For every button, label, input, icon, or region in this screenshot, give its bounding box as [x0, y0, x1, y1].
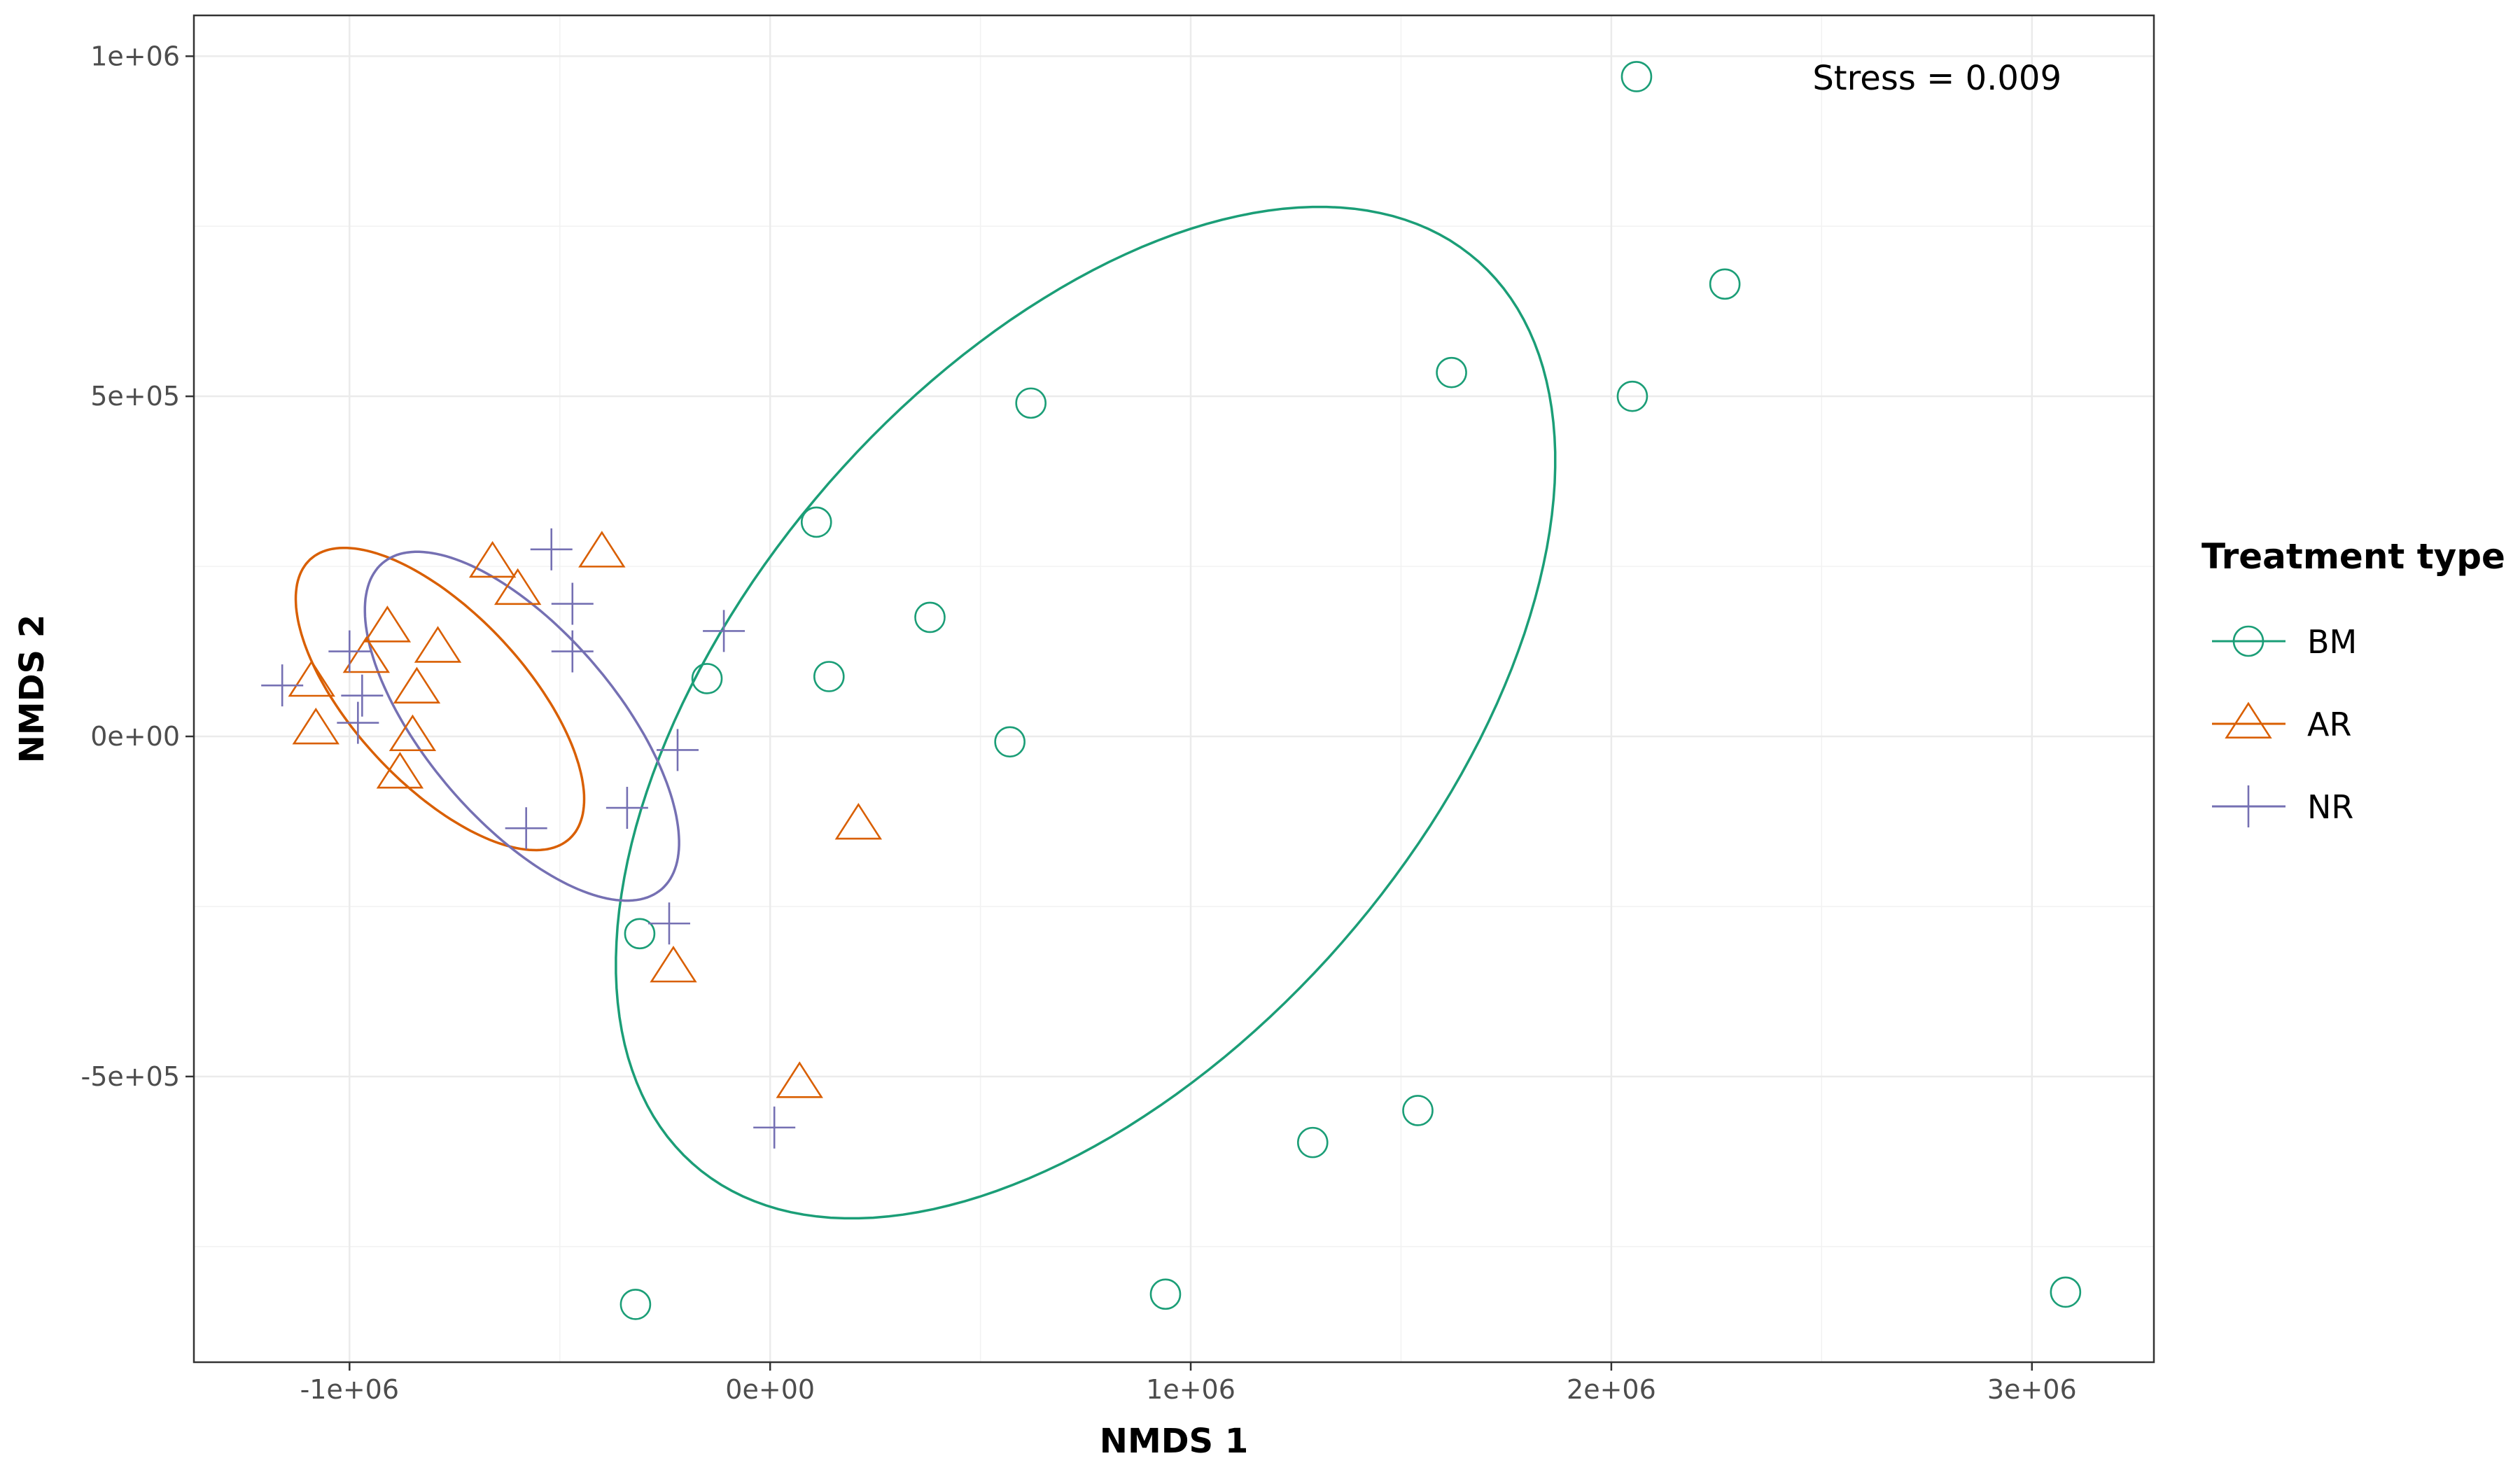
- point-nr: [341, 674, 384, 717]
- point-bm: [624, 918, 656, 950]
- x-tick-label: 0e+00: [725, 1374, 815, 1405]
- point-bm: [800, 506, 832, 538]
- legend-label: AR: [2307, 706, 2351, 743]
- confidence-ellipses: [294, 205, 1557, 1220]
- point-nr: [551, 582, 594, 625]
- y-axis-title: NMDS 2: [13, 615, 52, 763]
- plot-border: [192, 14, 2155, 1364]
- series-ar: [288, 531, 883, 1098]
- point-bm: [1149, 1278, 1182, 1310]
- point-nr: [648, 902, 690, 945]
- point-nr: [530, 528, 573, 570]
- series-nr: [261, 528, 796, 1149]
- point-ar: [578, 531, 626, 568]
- point-ar: [468, 540, 517, 578]
- point-ar: [776, 1061, 823, 1098]
- grid-major: [194, 15, 2154, 1362]
- legend: Treatment type BM AR NR: [2202, 536, 2505, 827]
- legend-title: Treatment type: [2202, 536, 2505, 577]
- data-points: [261, 61, 2082, 1320]
- legend-key-ar: [2225, 701, 2272, 739]
- point-bm: [2050, 1276, 2082, 1308]
- x-tick-label: 3e+06: [1987, 1374, 2077, 1405]
- series-bm: [620, 61, 2082, 1320]
- point-ar: [363, 606, 412, 643]
- legend-item-bm: BM: [2212, 623, 2357, 661]
- point-bm: [1620, 61, 1653, 92]
- point-bm: [914, 601, 946, 634]
- point-ar: [376, 752, 424, 789]
- legend-key-nr: [2227, 785, 2269, 827]
- y-tick-label: 1e+06: [90, 41, 180, 71]
- point-ar: [393, 666, 441, 704]
- point-bm: [691, 663, 723, 694]
- legend-item-nr: NR: [2212, 785, 2353, 827]
- ellipse-bm: [615, 205, 1557, 1220]
- legend-key-bm: [2232, 625, 2264, 657]
- point-nr: [753, 1106, 796, 1149]
- grid-minor: [194, 15, 2154, 1362]
- point-bm: [1709, 268, 1741, 300]
- stress-annotation: Stress = 0.009: [1812, 59, 2062, 98]
- point-ar: [650, 946, 697, 983]
- point-ar: [292, 707, 340, 745]
- y-tick-label: 0e+00: [90, 721, 180, 752]
- point-bm: [1015, 387, 1047, 419]
- point-nr: [261, 664, 304, 707]
- ellipse-nr: [363, 550, 680, 902]
- point-bm: [1436, 356, 1467, 388]
- x-axis: -1e+06 0e+00 1e+06 2e+06 3e+06: [300, 1362, 2077, 1405]
- point-ar: [834, 802, 883, 840]
- point-nr: [337, 701, 379, 744]
- y-axis: -5e+05 0e+00 5e+05 1e+06: [81, 41, 194, 1092]
- legend-label: NR: [2307, 788, 2353, 826]
- legend-label: BM: [2307, 623, 2357, 661]
- y-tick-label: 5e+05: [90, 381, 180, 412]
- legend-items: BM AR NR: [2212, 623, 2357, 827]
- point-ar: [388, 714, 437, 752]
- y-tick-label: -5e+05: [81, 1061, 180, 1092]
- point-nr: [703, 610, 746, 652]
- point-bm: [620, 1289, 652, 1320]
- point-bm: [813, 661, 845, 692]
- x-tick-label: 1e+06: [1146, 1374, 1236, 1405]
- point-nr: [328, 630, 371, 673]
- point-ar: [288, 659, 335, 697]
- legend-item-ar: AR: [2212, 701, 2351, 743]
- point-nr: [551, 630, 594, 673]
- point-ar: [493, 568, 542, 606]
- point-nr: [606, 787, 648, 830]
- ellipse-ar: [294, 546, 586, 852]
- x-tick-label: 2e+06: [1567, 1374, 1656, 1405]
- point-bm: [1296, 1126, 1329, 1158]
- point-ar: [342, 636, 391, 673]
- point-nr: [505, 807, 547, 850]
- x-axis-title: NMDS 1: [1100, 1422, 1248, 1461]
- point-bm: [1402, 1095, 1434, 1126]
- point-bm: [1616, 380, 1648, 412]
- x-tick-label: -1e+06: [300, 1374, 399, 1405]
- plot-background: [194, 15, 2154, 1362]
- point-ar: [414, 626, 462, 663]
- point-bm: [994, 726, 1026, 758]
- point-nr: [656, 729, 699, 771]
